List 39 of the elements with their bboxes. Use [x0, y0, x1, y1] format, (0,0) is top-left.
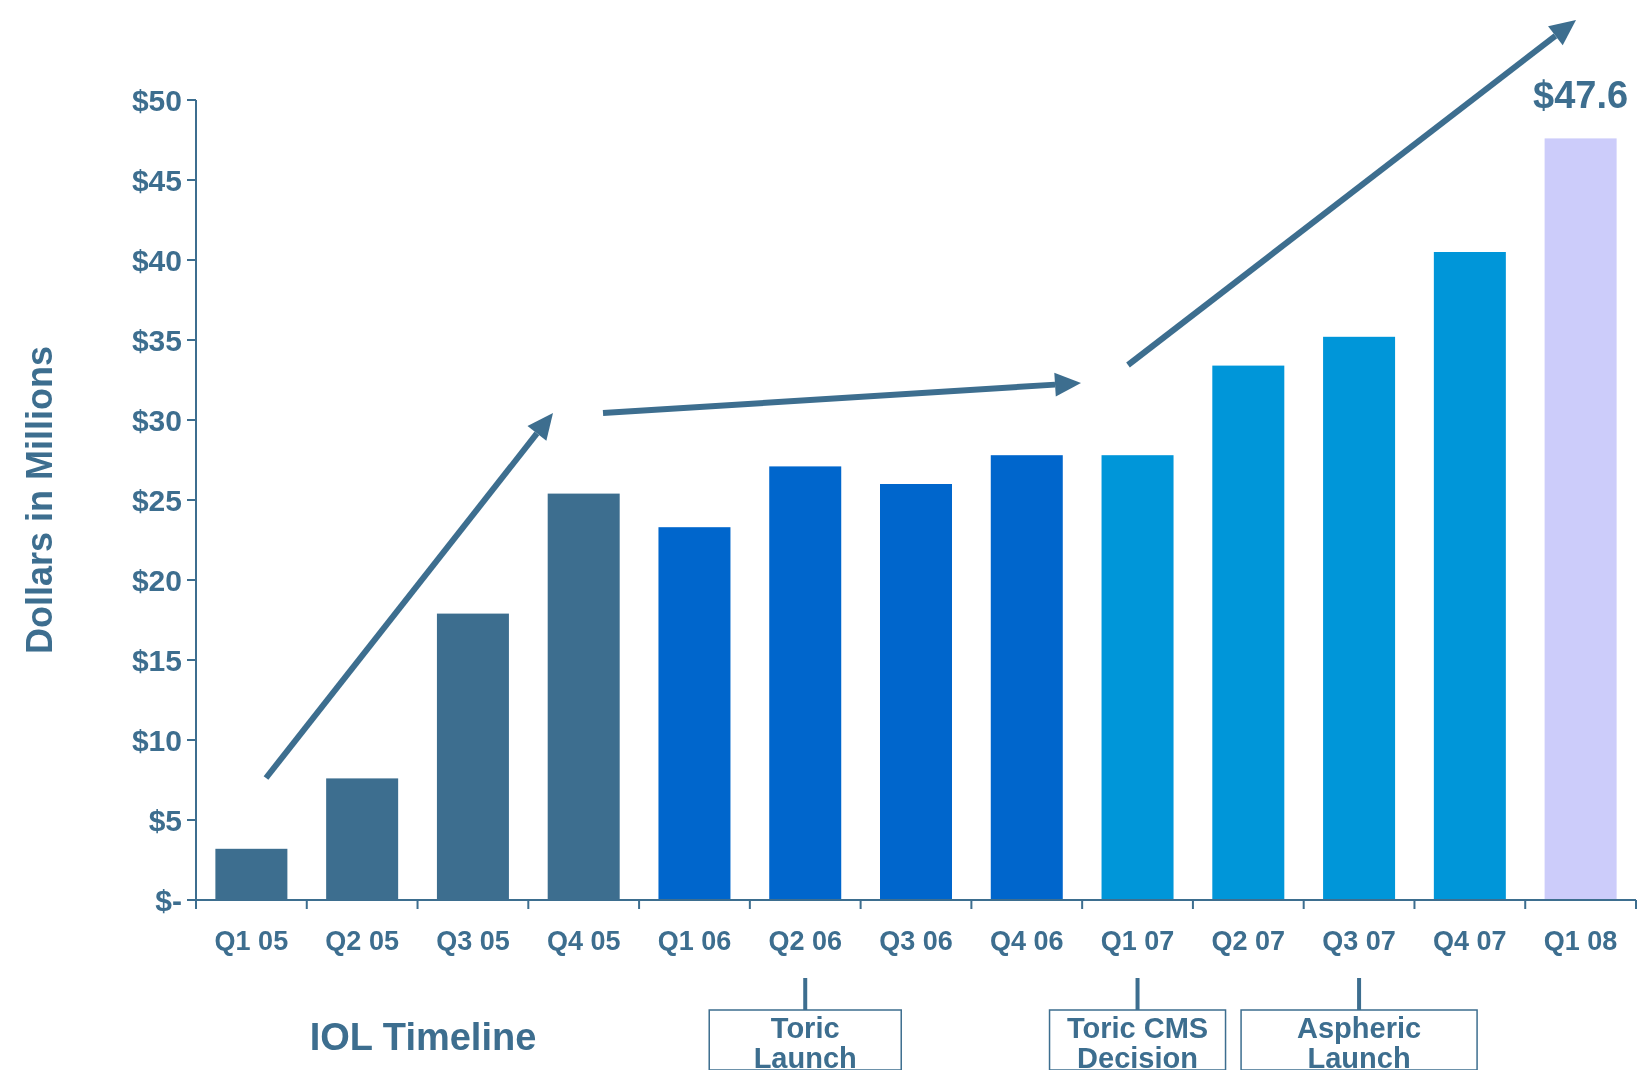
x-tick-label: Q4 05	[546, 926, 621, 956]
bar	[880, 484, 952, 900]
x-tick-label: Q3 06	[879, 926, 953, 956]
y-tick-label: $40	[131, 243, 182, 277]
x-tick-label: Q2 05	[325, 926, 399, 956]
x-tick-label: Q3 05	[436, 926, 510, 956]
data-label: $47.6	[1533, 74, 1629, 117]
bar	[658, 527, 731, 900]
x-tick-label: Q4 06	[989, 926, 1064, 956]
x-tick-label: Q1 05	[214, 926, 289, 956]
bar	[1433, 252, 1506, 900]
y-axis-title: Dollars in Millions	[19, 345, 60, 655]
text: IOL Timeline	[309, 1016, 537, 1058]
annotation: Toric Launch	[753, 1012, 857, 1074]
y-tick-label: $5	[148, 803, 182, 837]
bar	[1323, 336, 1396, 900]
y-tick-label: $30	[131, 403, 182, 437]
y-tick-label: $10	[131, 723, 182, 757]
x-tick-label: Q3 07	[1322, 926, 1396, 956]
bar	[769, 466, 842, 900]
x-tick-label: Q1 06	[657, 926, 732, 956]
x-tick-label: Q2 06	[768, 926, 843, 956]
x-tick-label: Q2 07	[1211, 926, 1286, 956]
y-tick-label: $35	[131, 323, 182, 357]
bar	[1212, 365, 1285, 900]
bar	[990, 455, 1063, 900]
y-tick-label: $15	[131, 643, 182, 677]
y-tick-label: $50	[131, 83, 182, 117]
bar	[1101, 455, 1174, 900]
y-tick-label: $-	[155, 883, 182, 917]
y-tick-label: $45	[131, 163, 182, 197]
y-tick-label: $20	[131, 563, 182, 597]
annotation: Toric CMS Decision	[1066, 1012, 1209, 1074]
x-tick-label: Q4 07	[1433, 926, 1507, 956]
x-tick-label: Q1 07	[1100, 926, 1175, 956]
x-tick-label: Q1 08	[1543, 926, 1618, 956]
bar	[1544, 138, 1617, 900]
y-tick-label: $25	[131, 483, 182, 517]
annotation: Aspheric Launch	[1297, 1012, 1422, 1074]
